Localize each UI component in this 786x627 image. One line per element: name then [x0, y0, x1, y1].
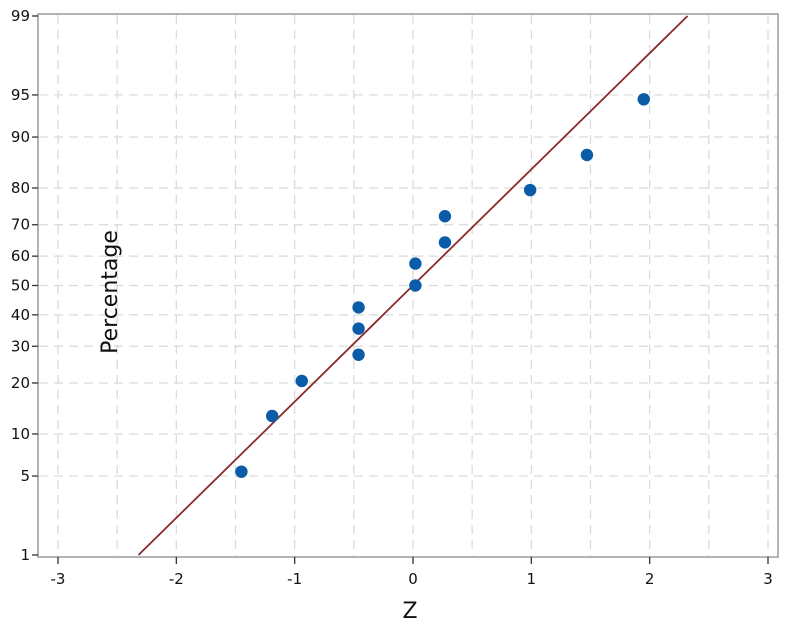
x-axis-title: Z	[402, 599, 417, 624]
y-tick-label: 60	[11, 247, 30, 265]
y-axis: 1 5 10 20 30 40 50 60 70 80 90 95 99	[11, 7, 38, 564]
y-tick-label: 50	[11, 277, 30, 295]
y-tick-label: 70	[11, 216, 30, 234]
y-tick-label: 20	[11, 374, 30, 392]
y-tick-label: 1	[20, 546, 30, 564]
x-tick-label: -2	[169, 570, 184, 588]
data-point	[352, 301, 365, 314]
y-tick-label: 40	[11, 306, 30, 324]
data-point	[409, 257, 422, 270]
data-point	[409, 279, 422, 292]
data-point	[438, 236, 452, 249]
data-point	[235, 465, 248, 478]
data-point	[352, 322, 365, 335]
x-tick-label: -1	[287, 570, 302, 588]
data-point	[523, 183, 537, 197]
data-point	[265, 409, 279, 423]
y-tick-label: 90	[11, 128, 30, 146]
data-point	[295, 374, 308, 388]
x-tick-label: 1	[527, 570, 537, 588]
y-tick-label: 10	[11, 425, 30, 443]
y-tick-label: 5	[20, 467, 30, 485]
data-point	[637, 93, 650, 106]
x-tick-label: 2	[645, 570, 655, 588]
data-points	[235, 93, 650, 478]
data-point	[352, 348, 365, 361]
x-tick-label: -3	[51, 570, 66, 588]
y-tick-label: 95	[11, 86, 30, 104]
x-tick-label: 3	[763, 570, 773, 588]
y-axis-title: Percentage	[98, 230, 123, 354]
y-tick-label: 30	[11, 337, 30, 355]
gridlines	[39, 15, 777, 556]
x-axis: -3 -2 -1 0 1 2 3	[51, 557, 773, 588]
x-tick-label: 0	[408, 570, 418, 588]
y-tick-label: 80	[11, 179, 30, 197]
y-tick-label: 99	[11, 7, 30, 25]
data-point	[580, 148, 594, 162]
data-point	[438, 210, 452, 223]
